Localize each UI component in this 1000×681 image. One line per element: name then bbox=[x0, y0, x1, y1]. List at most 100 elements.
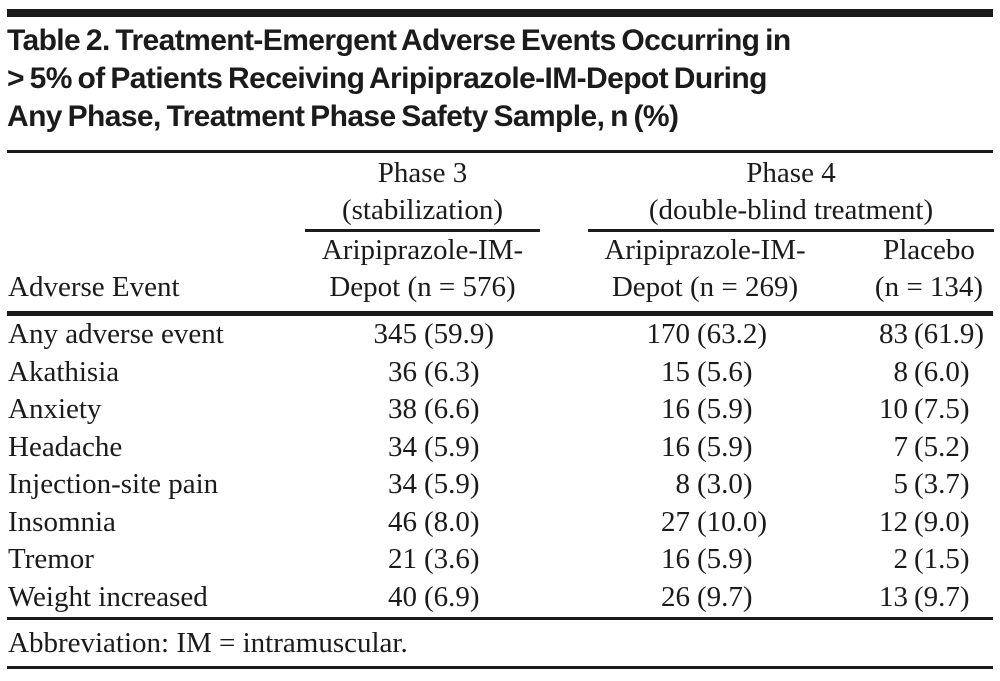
row-label: Akathisia bbox=[8, 355, 120, 388]
count: 16 bbox=[661, 543, 690, 575]
column-header-phase4-depot-line1: Aripiprazole-IM- bbox=[604, 234, 806, 266]
row-label: Injection-site pain bbox=[8, 468, 219, 500]
table-title-line-1: Table 2. Treatment-Emergent Adverse Even… bbox=[7, 24, 791, 57]
placebo-value: 7 (5.2) bbox=[830, 429, 1000, 467]
count: 26 bbox=[661, 580, 690, 613]
percent: (9.7) bbox=[914, 580, 970, 613]
percent: (3.6) bbox=[424, 543, 480, 575]
column-header-placebo: Placebo (n = 134) bbox=[830, 232, 1000, 306]
column-header-phase3-depot: Aripiprazole-IM- Depot (n = 576) bbox=[300, 232, 545, 306]
count: 34 bbox=[388, 468, 417, 500]
percent: (5.2) bbox=[914, 430, 970, 463]
phase4-name: Phase 4 bbox=[746, 157, 836, 189]
placebo-value: 12 (9.0) bbox=[830, 504, 1000, 542]
phase3-value: 34 (5.9) bbox=[300, 466, 545, 504]
percent: (9.0) bbox=[914, 505, 970, 538]
column-header-phase4-depot: Aripiprazole-IM- Depot (n = 269) bbox=[545, 232, 830, 306]
count: 13 bbox=[879, 580, 908, 613]
placebo-value: 5 (3.7) bbox=[830, 466, 1000, 504]
placebo-value: 83 (61.9) bbox=[830, 316, 1000, 354]
count: 27 bbox=[661, 505, 690, 538]
column-header-placebo-line2: (n = 134) bbox=[874, 271, 984, 303]
phase4-value: 170 (63.2) bbox=[545, 316, 830, 354]
percent: (6.9) bbox=[424, 580, 480, 613]
body-footnote-divider-rule bbox=[7, 617, 993, 620]
phase3-value: 40 (6.9) bbox=[300, 579, 545, 617]
phase3-value: 36 (6.3) bbox=[300, 354, 545, 392]
count: 10 bbox=[879, 393, 908, 425]
count: 36 bbox=[388, 355, 417, 388]
group-header-phase3: Phase 3 (stabilization) bbox=[300, 155, 545, 232]
percent: (1.5) bbox=[914, 543, 970, 575]
count: 16 bbox=[661, 393, 690, 425]
row-label: Weight increased bbox=[8, 580, 208, 613]
count: 12 bbox=[879, 505, 908, 538]
percent: (6.3) bbox=[424, 355, 480, 388]
percent: (8.0) bbox=[424, 505, 480, 538]
bottom-rule bbox=[7, 666, 993, 669]
count: 83 bbox=[879, 318, 908, 350]
table-body: Any adverse event 345 (59.9) 170 (63.2) 83… bbox=[0, 316, 1000, 616]
phase3-value: 46 (8.0) bbox=[300, 504, 545, 542]
table-row: Tremor 21 (3.6) 16 (5.9) 2 (1.5) bbox=[0, 541, 1000, 579]
row-label: Tremor bbox=[8, 543, 94, 575]
count: 40 bbox=[388, 580, 417, 613]
group-header-spacer bbox=[0, 155, 300, 232]
group-header-row: Phase 3 (stabilization) Phase 4 (double-… bbox=[0, 155, 1000, 232]
count: 8 bbox=[893, 355, 909, 388]
percent: (63.2) bbox=[697, 318, 768, 350]
phase4-value: 16 (5.9) bbox=[545, 429, 830, 467]
phase3-value: 34 (5.9) bbox=[300, 429, 545, 467]
percent: (5.9) bbox=[424, 468, 480, 500]
percent: (3.0) bbox=[697, 468, 753, 500]
percent: (6.0) bbox=[914, 355, 970, 388]
title-divider-rule bbox=[7, 150, 993, 153]
column-header-phase3-depot-line2: Depot (n = 576) bbox=[329, 271, 516, 303]
row-label: Headache bbox=[8, 430, 123, 463]
table-row: Headache 34 (5.9) 16 (5.9) 7 (5.2) bbox=[0, 429, 1000, 467]
phase4-qualifier: (double-blind treatment) bbox=[648, 194, 934, 226]
phase3-value: 345 (59.9) bbox=[300, 316, 545, 354]
count: 345 bbox=[373, 318, 418, 350]
phase3-value: 38 (6.6) bbox=[300, 391, 545, 429]
count: 46 bbox=[388, 505, 417, 538]
percent: (5.6) bbox=[697, 355, 753, 388]
percent: (5.9) bbox=[697, 393, 753, 425]
row-label: Any adverse event bbox=[8, 318, 224, 350]
column-header-phase3-depot-line1: Aripiprazole-IM- bbox=[321, 234, 524, 266]
group-header-phase4: Phase 4 (double-blind treatment) bbox=[545, 155, 1000, 232]
percent: (6.6) bbox=[424, 393, 480, 425]
column-header-row: Adverse Event Aripiprazole-IM- Depot (n … bbox=[0, 232, 1000, 306]
percent: (61.9) bbox=[914, 318, 985, 350]
placebo-value: 2 (1.5) bbox=[830, 541, 1000, 579]
phase4-value: 16 (5.9) bbox=[545, 391, 830, 429]
phase4-value: 27 (10.0) bbox=[545, 504, 830, 542]
phase4-value: 15 (5.6) bbox=[545, 354, 830, 392]
table-row: Akathisia 36 (6.3) 15 (5.6) 8 (6.0) bbox=[0, 354, 1000, 392]
placebo-value: 10 (7.5) bbox=[830, 391, 1000, 429]
header-divider-rule bbox=[7, 311, 993, 316]
percent: (10.0) bbox=[697, 505, 768, 538]
table-row: Injection-site pain 34 (5.9) 8 (3.0) 5 (3.7… bbox=[0, 466, 1000, 504]
table-title: Table 2. Treatment-Emergent Adverse Even… bbox=[7, 22, 993, 136]
table-row: Weight increased 40 (6.9) 26 (9.7) 13 (9.7) bbox=[0, 579, 1000, 617]
count: 2 bbox=[893, 543, 909, 575]
count: 7 bbox=[893, 430, 909, 463]
count: 38 bbox=[388, 393, 417, 425]
count: 15 bbox=[661, 355, 690, 388]
phase3-name: Phase 3 bbox=[377, 157, 468, 189]
percent: (9.7) bbox=[697, 580, 753, 613]
phase4-value: 16 (5.9) bbox=[545, 541, 830, 579]
phase4-value: 26 (9.7) bbox=[545, 579, 830, 617]
phase4-value: 8 (3.0) bbox=[545, 466, 830, 504]
placebo-value: 13 (9.7) bbox=[830, 579, 1000, 617]
phase3-qualifier: (stabilization) bbox=[341, 194, 504, 226]
count: 5 bbox=[893, 468, 909, 500]
phase4-spanner-rule bbox=[588, 229, 994, 232]
table-title-line-3: Any Phase, Treatment Phase Safety Sample… bbox=[7, 100, 679, 133]
count: 21 bbox=[388, 543, 417, 575]
stub-header: Adverse Event bbox=[8, 271, 180, 303]
phase3-spanner-rule bbox=[305, 229, 540, 232]
table-row: Anxiety 38 (6.6) 16 (5.9) 10 (7.5) bbox=[0, 391, 1000, 429]
